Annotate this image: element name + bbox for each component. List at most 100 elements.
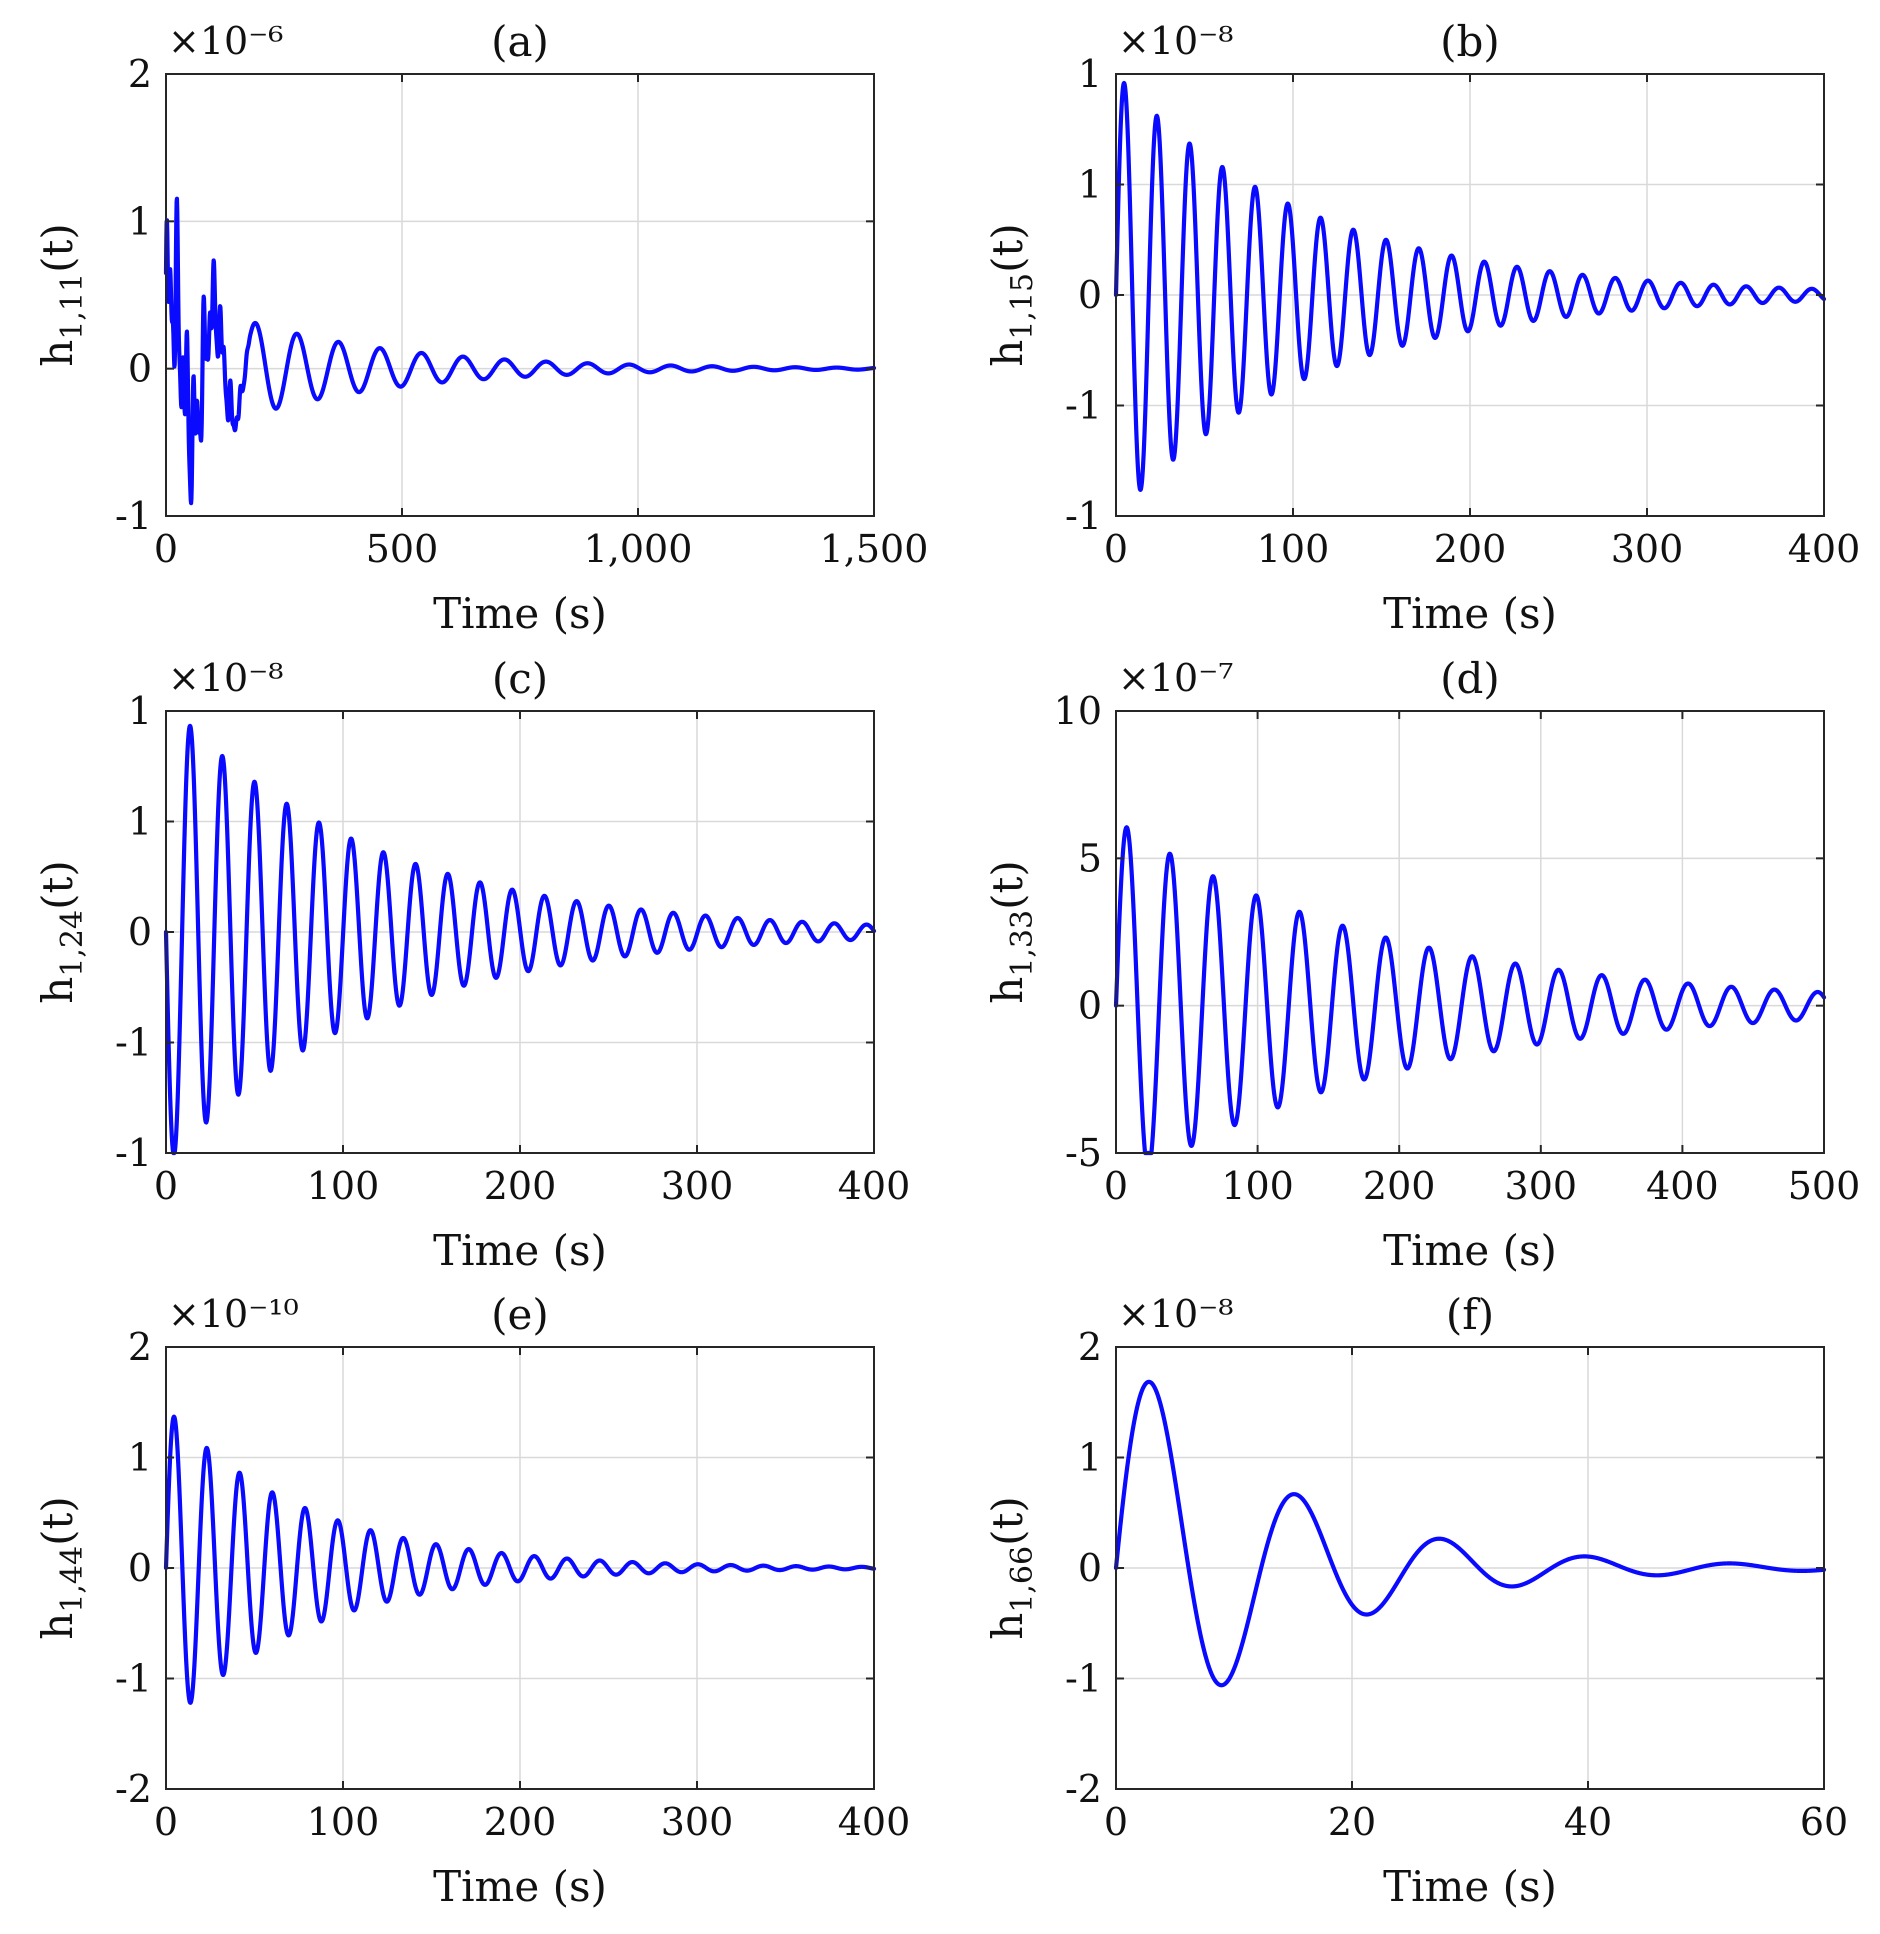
x-axis-label: Time (s) xyxy=(1383,589,1557,638)
x-tick-label: 0 xyxy=(154,1800,178,1844)
y-tick-label: -2 xyxy=(1065,1767,1102,1811)
y-tick-label: 0 xyxy=(128,1546,152,1590)
x-tick-label: 200 xyxy=(1363,1164,1436,1208)
y-axis-label: h1,66(t) xyxy=(983,1496,1040,1640)
y-axis-label: h1,11(t) xyxy=(33,223,90,367)
axis-exponent: ×10⁻¹⁰ xyxy=(168,1292,299,1336)
y-tick-label: -1 xyxy=(115,1021,152,1065)
y-axis-label-main: h xyxy=(33,1613,82,1640)
y-tick-label: 1 xyxy=(128,800,152,844)
y-axis-label-main: h xyxy=(983,340,1032,367)
axis-exponent: ×10⁻⁸ xyxy=(1118,1292,1233,1336)
x-axis-label: Time (s) xyxy=(1383,1862,1557,1911)
x-tick-label: 1,000 xyxy=(584,527,693,571)
series-line-f xyxy=(1113,1379,1827,1688)
x-tick-label: 300 xyxy=(661,1800,734,1844)
x-tick-label: 0 xyxy=(1104,1800,1128,1844)
y-axis-label-subscript: 1,33 xyxy=(1005,910,1040,977)
x-tick-label: 1,500 xyxy=(820,527,929,571)
y-axis-label-subscript: 1,24 xyxy=(55,910,90,977)
y-tick-label: 1 xyxy=(128,1436,152,1480)
y-axis-label-subscript: 1,66 xyxy=(1005,1546,1040,1613)
y-tick-label: -1 xyxy=(1065,1657,1102,1701)
x-tick-label: 20 xyxy=(1328,1800,1376,1844)
chart-panel-f: 0 20 40 60 -2 -1 0 1 2 ×10⁻⁸ (f) Time (s) h1,66(t) xyxy=(983,1290,1848,1911)
y-tick-label: 0 xyxy=(1078,273,1102,317)
x-tick-label: 300 xyxy=(1505,1164,1578,1208)
x-tick-label: 200 xyxy=(484,1800,557,1844)
series-line-b xyxy=(1113,80,1827,492)
x-tick-label: 400 xyxy=(838,1800,911,1844)
y-axis-label-main: h xyxy=(33,977,82,1004)
y-axis-label-subscript: 1,44 xyxy=(55,1546,90,1613)
x-tick-label: 100 xyxy=(1221,1164,1294,1208)
series-line-c xyxy=(163,723,877,1156)
x-tick-label: 300 xyxy=(661,1164,734,1208)
y-tick-label: 2 xyxy=(1078,1325,1102,1369)
plot-frame xyxy=(165,73,875,517)
y-tick-label: 0 xyxy=(128,910,152,954)
y-tick-label: 10 xyxy=(1054,689,1102,733)
y-axis-label-tail: (t) xyxy=(983,1496,1032,1546)
x-tick-label: 0 xyxy=(154,1164,178,1208)
y-axis-label-subscript: 1,11 xyxy=(55,273,90,340)
y-axis-label-subscript: 1,15 xyxy=(1005,273,1040,340)
y-tick-label: 0 xyxy=(1078,1546,1102,1590)
axis-exponent: ×10⁻⁸ xyxy=(1118,19,1233,63)
chart-title: (e) xyxy=(491,1290,549,1339)
x-tick-label: 400 xyxy=(1788,527,1861,571)
chart-panel-e: 0 100 200 300 400 -2 -1 0 1 2 ×10⁻¹⁰ (e) Time (s) h1,… xyxy=(33,1290,910,1911)
y-tick-label: -5 xyxy=(1065,1131,1102,1175)
x-tick-label: 0 xyxy=(154,527,178,571)
x-axis-label: Time (s) xyxy=(433,1862,607,1911)
series-line-a xyxy=(163,196,877,506)
x-tick-label: 100 xyxy=(307,1164,380,1208)
chart-title: (c) xyxy=(492,654,548,703)
y-axis-label-tail: (t) xyxy=(33,223,82,273)
y-axis-label: h1,24(t) xyxy=(33,860,90,1004)
y-axis-label-tail: (t) xyxy=(33,1496,82,1546)
x-tick-label: 0 xyxy=(1104,1164,1128,1208)
y-tick-label: -1 xyxy=(1065,494,1102,538)
plot-frame xyxy=(1115,710,1825,1154)
y-axis-label-main: h xyxy=(983,977,1032,1004)
x-tick-label: 500 xyxy=(1788,1164,1861,1208)
y-tick-label: 0 xyxy=(1078,984,1102,1028)
y-tick-label: 2 xyxy=(128,52,152,96)
y-axis-label: h1,44(t) xyxy=(33,1496,90,1640)
y-axis-label-tail: (t) xyxy=(33,860,82,910)
y-tick-label: -1 xyxy=(115,494,152,538)
y-tick-label: -1 xyxy=(115,1131,152,1175)
x-tick-label: 60 xyxy=(1800,1800,1848,1844)
x-axis-label: Time (s) xyxy=(433,589,607,638)
x-tick-label: 100 xyxy=(1257,527,1330,571)
x-tick-label: 200 xyxy=(484,1164,557,1208)
y-axis-label: h1,15(t) xyxy=(983,223,1040,367)
axis-exponent: ×10⁻⁷ xyxy=(1118,656,1233,700)
y-tick-label: 5 xyxy=(1078,836,1102,880)
y-tick-label: 1 xyxy=(1078,163,1102,207)
x-axis-label: Time (s) xyxy=(1383,1226,1557,1275)
x-tick-label: 200 xyxy=(1434,527,1507,571)
y-tick-label: 1 xyxy=(128,199,152,243)
x-tick-label: 100 xyxy=(307,1800,380,1844)
y-tick-label: -2 xyxy=(115,1767,152,1811)
y-tick-label: 1 xyxy=(128,689,152,733)
x-tick-label: 0 xyxy=(1104,527,1128,571)
y-tick-label: 1 xyxy=(1078,52,1102,96)
y-axis-label-tail: (t) xyxy=(983,223,1032,273)
x-tick-label: 500 xyxy=(366,527,439,571)
y-tick-label: 0 xyxy=(128,347,152,391)
y-tick-label: -1 xyxy=(115,1657,152,1701)
y-tick-label: 1 xyxy=(1078,1436,1102,1480)
chart-title: (d) xyxy=(1440,654,1500,703)
chart-title: (b) xyxy=(1440,17,1500,66)
y-axis-label-main: h xyxy=(33,340,82,367)
x-tick-label: 300 xyxy=(1611,527,1684,571)
y-tick-label: 2 xyxy=(128,1325,152,1369)
